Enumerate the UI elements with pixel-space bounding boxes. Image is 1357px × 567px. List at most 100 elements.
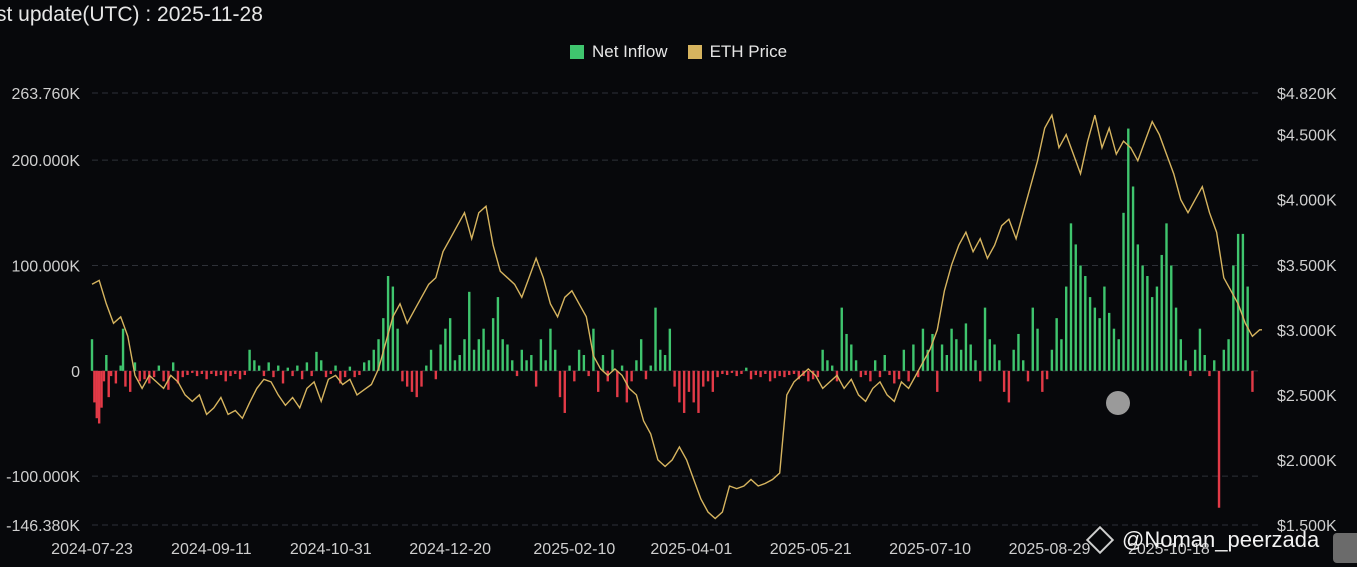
net-inflow-bar <box>988 339 991 371</box>
net-inflow-bar <box>811 370 815 380</box>
y-left-tick-label: 263.760K <box>11 86 80 103</box>
net-inflow-bar <box>530 355 533 371</box>
net-inflow-bar <box>845 333 848 371</box>
net-inflow-bar <box>1217 370 1221 508</box>
net-inflow-bar <box>191 370 194 373</box>
net-inflow-bar <box>864 370 867 376</box>
net-inflow-bar <box>1022 360 1025 371</box>
legend-item-eth-price[interactable]: ETH Price <box>687 42 787 62</box>
net-inflow-bar <box>1136 244 1140 371</box>
net-inflow-bar <box>854 360 858 371</box>
net-inflow-bar <box>582 355 586 371</box>
net-inflow-bar <box>969 344 972 371</box>
net-inflow-bar <box>711 370 715 392</box>
net-inflow-bar <box>1170 265 1173 371</box>
net-inflow-bar <box>1117 339 1120 371</box>
net-inflow-bar <box>745 367 748 371</box>
net-inflow-bar <box>702 370 705 387</box>
net-inflow-bar <box>1045 370 1049 380</box>
net-inflow-bar <box>343 370 347 378</box>
net-inflow-bar <box>272 370 275 378</box>
net-inflow-bar <box>840 307 843 371</box>
x-tick-label: 2025-04-01 <box>650 541 732 558</box>
y-left-tick-label: -100.000K <box>6 469 80 486</box>
net-inflow-bar <box>611 349 614 371</box>
net-inflow-bar <box>568 365 571 371</box>
net-inflow-bar <box>463 339 466 371</box>
net-inflow-bar <box>1084 276 1087 371</box>
net-inflow-bar <box>959 349 963 371</box>
chart-title: st update(UTC) : 2025-11-28 <box>0 3 263 26</box>
net-inflow-bar <box>1012 349 1015 371</box>
x-tick-label: 2024-10-31 <box>290 541 372 558</box>
net-inflow-bar <box>377 339 380 371</box>
net-inflow-bar <box>1041 370 1044 392</box>
net-inflow-bar <box>1198 328 1202 371</box>
legend-item-net-inflow[interactable]: Net Inflow <box>569 42 668 62</box>
net-inflow-bar <box>468 291 471 371</box>
net-inflow-bar <box>511 360 514 371</box>
net-inflow-bar <box>200 370 204 374</box>
y-right-tick-label: $3.000K <box>1277 323 1337 340</box>
net-inflow-bar <box>224 370 227 382</box>
legend: Net Inflow ETH Price <box>0 42 1357 62</box>
net-inflow-bar <box>105 355 108 371</box>
net-inflow-bar <box>90 339 94 371</box>
net-inflow-bar <box>291 370 294 377</box>
net-inflow-bar <box>234 370 237 374</box>
net-inflow-bar <box>1026 370 1030 382</box>
net-inflow-bar <box>420 370 423 387</box>
net-inflow-bar <box>195 370 199 377</box>
net-inflow-bar <box>788 370 791 376</box>
net-inflow-bar <box>539 339 543 371</box>
net-inflow-bar <box>697 370 700 413</box>
net-inflow-bar <box>950 328 953 371</box>
net-inflow-bar <box>888 370 891 376</box>
net-inflow-bar <box>405 370 409 387</box>
net-inflow-bar <box>1055 318 1058 371</box>
net-inflow-bar <box>649 365 652 371</box>
net-inflow-bar <box>993 344 996 371</box>
y-right-tick-label: $2.500K <box>1277 388 1337 405</box>
net-inflow-bar <box>176 370 180 384</box>
net-inflow-bar <box>382 318 385 371</box>
net-inflow-bar <box>931 333 934 371</box>
net-inflow-bar <box>329 370 332 374</box>
x-tick-label: 2024-07-23 <box>51 541 133 558</box>
net-inflow-bar <box>735 370 738 377</box>
net-inflow-bar <box>1131 186 1135 371</box>
net-inflow-bar <box>429 349 433 371</box>
net-inflow-bar <box>668 328 672 371</box>
net-inflow-bar <box>1203 355 1206 371</box>
net-inflow-bar <box>448 318 452 371</box>
x-tick-label: 2025-10-18 <box>1128 541 1210 558</box>
net-inflow-bar <box>219 370 223 376</box>
net-inflow-bar <box>334 365 337 371</box>
net-inflow-bar <box>157 365 161 371</box>
net-inflow-bar <box>1222 349 1225 371</box>
net-inflow-bar <box>472 349 476 371</box>
net-inflow-bar <box>453 360 457 371</box>
net-inflow-bar <box>171 362 175 371</box>
net-inflow-bar <box>821 349 824 371</box>
corner-tab <box>1333 533 1357 563</box>
net-inflow-bar <box>721 370 724 374</box>
net-inflow-bar <box>778 370 781 377</box>
net-inflow-bar <box>897 370 901 380</box>
net-inflow-bar <box>1060 339 1063 371</box>
net-inflow-bar <box>577 349 581 371</box>
net-inflow-bar <box>458 355 461 371</box>
net-inflow-bar <box>107 370 110 398</box>
net-inflow-bar <box>277 365 280 371</box>
net-inflow-bar <box>998 360 1001 371</box>
net-inflow-bar <box>635 360 638 371</box>
net-inflow-bar <box>415 370 418 398</box>
net-inflow-bar <box>893 370 896 384</box>
net-inflow-bar <box>520 349 523 371</box>
net-inflow-bar <box>682 370 686 413</box>
net-inflow-bar <box>1098 318 1101 371</box>
net-inflow-bar <box>1213 360 1216 371</box>
net-inflow-bar <box>878 370 882 378</box>
net-inflow-bar <box>768 370 772 382</box>
net-inflow-bar <box>1002 370 1006 392</box>
